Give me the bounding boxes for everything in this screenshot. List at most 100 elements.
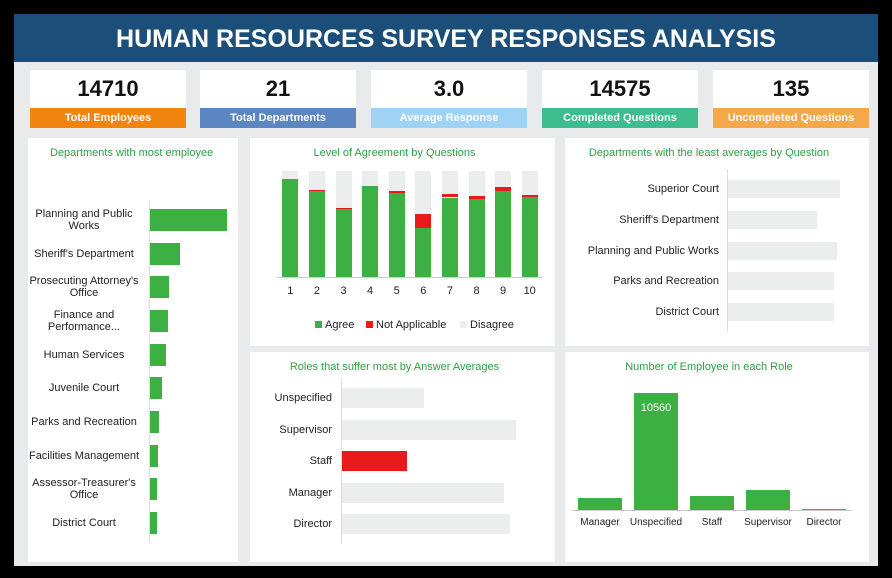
bar	[802, 508, 846, 510]
bar	[150, 377, 162, 400]
panel	[565, 352, 869, 562]
bar-segment	[415, 214, 432, 229]
bar	[728, 180, 840, 198]
x-tick-label: Supervisor	[744, 517, 792, 528]
chart-title: Departments with the least averages by Q…	[588, 147, 830, 159]
kpi-value: 14575	[589, 76, 651, 101]
x-tick-label: 3	[340, 285, 347, 297]
category-label: Planning and Public Works	[35, 208, 133, 232]
bar	[150, 242, 180, 265]
bar-segment	[441, 171, 458, 195]
x-tick-label: 7	[446, 285, 453, 297]
category-label: Unspecified	[274, 392, 332, 404]
x-tick-label: Staff	[701, 517, 723, 528]
bar-segment	[308, 191, 325, 277]
category-label: Juvenile Court	[48, 382, 120, 395]
category-label: Assessor-Treasurer's Office	[32, 477, 136, 502]
legend-label: Not Applicable	[376, 319, 447, 331]
bar-segment	[388, 171, 405, 192]
bar	[342, 388, 424, 408]
legend-label: Agree	[325, 319, 355, 331]
bar-segment	[335, 209, 352, 277]
legend-swatch	[460, 321, 467, 328]
chart-title: Roles that suffer most by Answer Average…	[289, 361, 500, 373]
bar	[728, 303, 835, 321]
bar	[342, 514, 511, 534]
x-tick-label: 1	[287, 285, 294, 297]
chart-title: Level of Agreement by Questions	[313, 147, 476, 159]
kpi-value: 3.0	[433, 76, 465, 101]
bar	[342, 451, 407, 471]
bar	[690, 496, 734, 510]
bar-segment	[441, 197, 458, 277]
legend-swatch	[315, 321, 322, 328]
x-tick-label: 2	[313, 285, 320, 297]
bar-segment	[282, 178, 299, 277]
chart-title: Number of Employee in each Role	[625, 361, 793, 373]
x-tick-label: Director	[806, 517, 842, 528]
category-label: Sheriff's Department	[619, 213, 719, 226]
bar-segment	[415, 228, 432, 277]
x-tick-label: 8	[473, 285, 480, 297]
bar	[150, 276, 170, 299]
bar-segment	[468, 196, 485, 199]
category-label: Staff	[309, 455, 332, 467]
bar-segment	[362, 171, 379, 186]
bar-segment	[388, 193, 405, 277]
bar-segment	[308, 171, 325, 190]
bar	[746, 490, 790, 510]
category-label: Manager	[288, 486, 332, 499]
page-title: HUMAN RESOURCES SURVEY RESPONSES ANALYSI…	[14, 14, 878, 62]
category-label: Supervisor	[279, 423, 332, 436]
kpi-value: 21	[265, 76, 291, 101]
category-label: Prosecuting Attorney's Office	[29, 275, 139, 300]
category-label: Finance and Performance...	[47, 309, 121, 333]
bar	[728, 210, 817, 229]
bar	[150, 444, 158, 467]
kpi-value: 14710	[77, 76, 139, 101]
legend-label: Disagree	[470, 319, 515, 331]
bar-segment	[521, 196, 538, 277]
bar	[150, 343, 166, 366]
kpi-value: 135	[772, 76, 810, 101]
category-label: Parks and Recreation	[613, 275, 719, 288]
bar-segment	[495, 187, 512, 192]
bar	[634, 393, 678, 510]
bar-segment	[495, 171, 512, 188]
x-tick-label: Manager	[580, 517, 620, 528]
bar	[728, 241, 837, 260]
bar-segment	[362, 185, 379, 277]
bar-segment	[282, 171, 299, 179]
category-label: Director	[293, 518, 332, 530]
panel	[28, 138, 238, 562]
bar	[150, 411, 159, 433]
category-label: Sheriff's Department	[34, 247, 134, 260]
bar	[150, 478, 158, 501]
bar	[150, 209, 227, 231]
x-tick-label: 10	[523, 285, 536, 297]
category-label: Superior Court	[647, 183, 719, 195]
x-tick-label: 5	[393, 285, 400, 297]
bar	[728, 272, 835, 291]
category-label: District Court	[52, 517, 116, 529]
bar-segment	[388, 191, 405, 194]
axis-line	[341, 378, 342, 544]
bar-segment	[308, 189, 325, 192]
kpi-label: Total Departments	[200, 108, 356, 128]
bar-segment	[521, 195, 538, 197]
x-tick-label: 9	[500, 285, 507, 297]
bar-segment	[495, 191, 512, 277]
category-label: District Court	[655, 306, 719, 318]
bar	[578, 498, 622, 510]
category-label: Parks and Recreation	[31, 416, 137, 428]
category-label: Facilities Management	[28, 449, 140, 462]
bar-segment	[415, 171, 432, 215]
bar-segment	[468, 198, 485, 277]
category-label: Planning and Public Works	[587, 244, 719, 257]
bar	[342, 419, 516, 440]
axis-line	[572, 510, 852, 511]
bar-segment	[335, 207, 352, 210]
axis-line	[727, 169, 728, 332]
chart-title: Departments with most employee	[50, 147, 214, 159]
legend-swatch	[366, 321, 373, 328]
